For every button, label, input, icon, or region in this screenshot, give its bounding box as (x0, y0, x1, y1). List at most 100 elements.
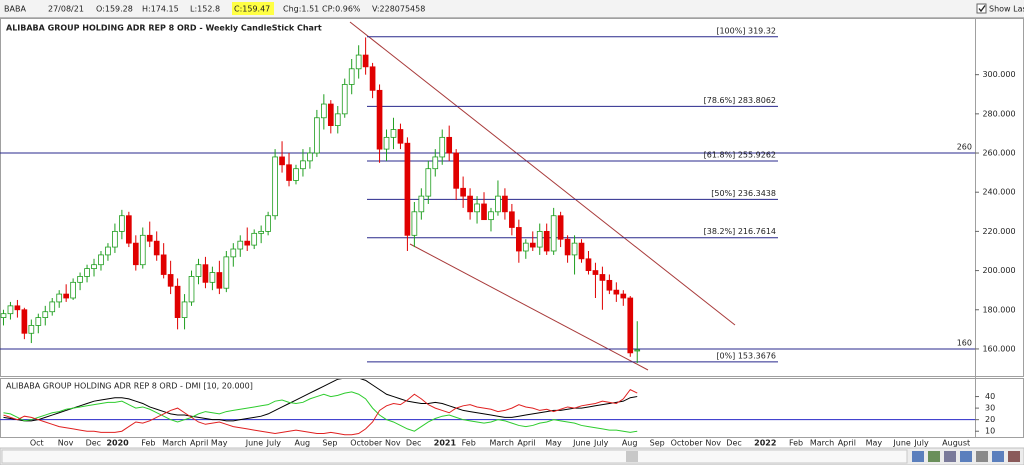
candle-body (425, 168, 432, 197)
candle-body (536, 230, 543, 248)
candle-body (634, 349, 641, 352)
candle-body (397, 129, 404, 144)
candle-body (599, 274, 606, 281)
show-last-checkbox[interactable]: Show Last (976, 3, 1024, 14)
candle-body (188, 276, 195, 303)
nav-button[interactable] (912, 451, 924, 462)
candle-body (223, 256, 230, 289)
candle-body (383, 136, 390, 150)
y-tick-label: 180.000 (982, 305, 1015, 314)
candle-body (195, 264, 202, 277)
date: 27/08/21 (48, 5, 84, 14)
candle-body (251, 232, 258, 246)
y-tick-label: 280.000 (982, 109, 1015, 118)
candle-body (258, 230, 264, 234)
nav-button[interactable] (1008, 451, 1020, 462)
candle-body (488, 211, 494, 221)
show-last-label[interactable]: Show Last (989, 5, 1024, 14)
nav-button[interactable] (960, 451, 972, 462)
candle-body (376, 89, 383, 150)
candle-body (307, 152, 313, 162)
candle-body (502, 195, 508, 213)
x-tick-label: Sep (650, 439, 665, 448)
fib-label: [50%] 236.3438 (711, 189, 776, 198)
x-tick-label: Aug (295, 439, 311, 448)
candle-body (119, 215, 125, 232)
candle-body (265, 215, 271, 232)
x-tick-label: October (350, 439, 383, 448)
x-tick-label: Feb (789, 439, 803, 448)
dmi-line (3, 388, 638, 436)
x-tick-label: October (671, 439, 704, 448)
candle-body (578, 242, 585, 260)
candle-body (91, 264, 97, 270)
x-tick-label: March (490, 439, 514, 448)
symbol: BABA (4, 5, 26, 14)
candle-body (35, 317, 42, 326)
nav-button[interactable] (976, 451, 988, 462)
level-label: 160 (957, 338, 972, 347)
x-tick-label: July (593, 439, 609, 448)
x-tick-label: April (517, 439, 535, 448)
trend-line (349, 21, 736, 326)
candle-body (146, 234, 153, 242)
candle-body (460, 187, 466, 197)
x-tick-label: August (942, 439, 970, 448)
candle-body (63, 293, 69, 299)
candle-body (606, 279, 613, 291)
candle-body (327, 103, 334, 126)
candle-body (404, 142, 411, 236)
candle-body (167, 274, 174, 287)
x-tick-label: Feb (141, 439, 155, 448)
scrollbar[interactable] (0, 447, 1024, 466)
candle-body (557, 215, 564, 240)
candle-body (174, 285, 181, 318)
x-tick-label: Nov (705, 439, 721, 448)
candle-body (620, 293, 627, 299)
candle-body (369, 66, 376, 91)
candle-body (467, 195, 473, 213)
nav-button[interactable] (944, 451, 956, 462)
candle-body (14, 305, 21, 311)
y-tick-label: 10 (985, 427, 995, 436)
x-tick-label: Nov (385, 439, 401, 448)
nav-button[interactable] (992, 451, 1004, 462)
candle-body (439, 136, 446, 158)
candle-body (418, 195, 425, 213)
low: L:152.8 (190, 5, 220, 14)
candle-body (153, 240, 160, 256)
candle-body (77, 276, 83, 283)
x-tick-label: 2020 (106, 439, 129, 448)
candle-body (98, 254, 104, 266)
nav-button[interactable] (928, 451, 940, 462)
x-tick-label: Oct (30, 439, 44, 448)
price-plot: 260 160 [100%] 319.32 [78.6%] 283.8062 [61.8… (0, 21, 975, 371)
x-tick-label: March (162, 439, 186, 448)
candle-body (432, 156, 439, 170)
candle-body (411, 211, 418, 236)
x-tick-label: April (190, 439, 208, 448)
y-tick-label: 20 (985, 415, 995, 424)
candle-body (543, 230, 550, 252)
x-tick-label: Dec (406, 439, 421, 448)
candle-body (112, 230, 118, 248)
x-tick-label: 2021 (434, 439, 457, 448)
x-tick-label: May (866, 439, 883, 448)
x-tick-label: Nov (58, 439, 74, 448)
candle-body (7, 305, 14, 315)
candle-body (564, 238, 571, 256)
candle-body (522, 242, 529, 252)
y-tick-label: 260.000 (982, 149, 1015, 158)
candle-body (286, 164, 292, 181)
candle-body (627, 297, 634, 354)
candle-body (126, 215, 132, 244)
candle-body (314, 117, 320, 154)
x-tick-label: July (913, 439, 929, 448)
candle-body (42, 311, 49, 318)
candle-body (293, 168, 299, 181)
candle-body (571, 242, 578, 256)
x-tick-label: May (545, 439, 562, 448)
candle-body (49, 301, 56, 313)
candle-body (516, 227, 522, 252)
